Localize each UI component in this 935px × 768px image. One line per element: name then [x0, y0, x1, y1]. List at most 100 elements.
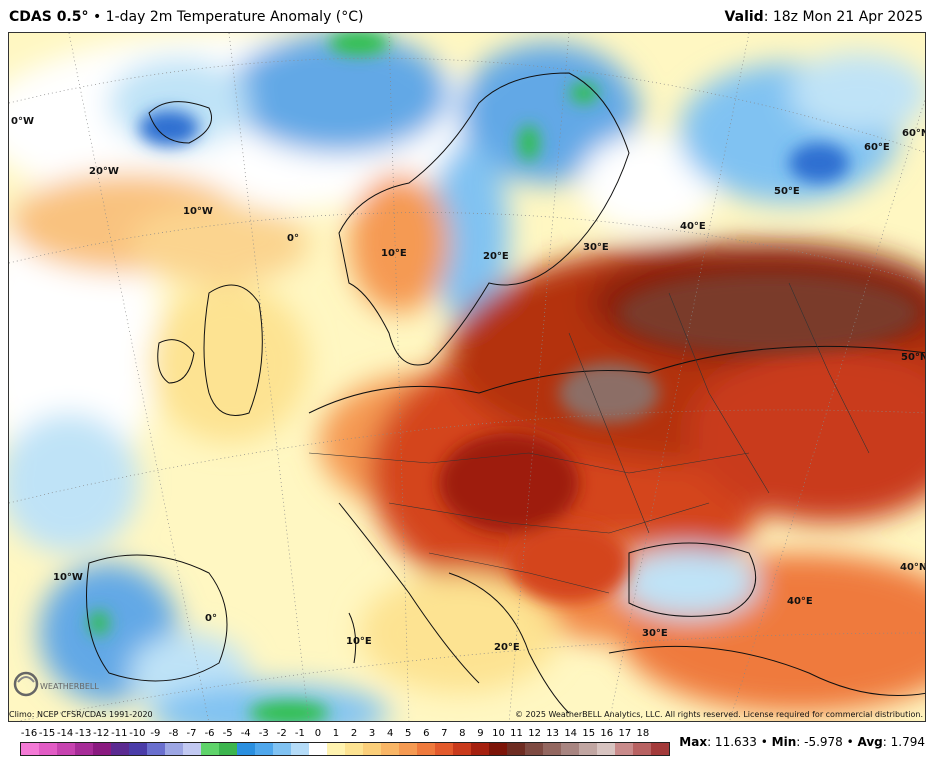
scale-swatch [615, 743, 633, 755]
scale-swatch [57, 743, 75, 755]
scale-swatch [525, 743, 543, 755]
lat-label: 50°N [901, 352, 926, 363]
scale-swatch [237, 743, 255, 755]
lon-label: 20°E [494, 642, 520, 653]
scale-swatch [363, 743, 381, 755]
scale-swatch [651, 743, 669, 755]
scale-label: -13 [75, 728, 92, 739]
anomaly-core [89, 33, 919, 721]
lon-label: 50°E [774, 186, 800, 197]
scale-swatch [75, 743, 93, 755]
scale-swatch [597, 743, 615, 755]
scale-bar [20, 742, 670, 756]
graticule [9, 33, 925, 721]
scale-label: -8 [168, 728, 179, 739]
scale-label: -11 [111, 728, 128, 739]
max-value: : 11.633 • [707, 735, 772, 749]
model-name: CDAS 0.5 [9, 9, 82, 25]
min-label: Min [771, 735, 797, 749]
scale-label: -5 [222, 728, 233, 739]
valid-time: Valid: 18z Mon 21 Apr 2025 [725, 9, 923, 25]
scale-label: 3 [368, 728, 376, 739]
lon-label: 40°E [787, 596, 813, 607]
scale-label: -16 [20, 728, 38, 739]
scale-swatch [165, 743, 183, 755]
header: CDAS 0.5° • 1-day 2m Temperature Anomaly… [0, 0, 935, 32]
scale-swatch [399, 743, 417, 755]
anomaly-map: 0°W 20°W 10°W 0° 10°E 20°E 30°E 40°E 50°… [8, 32, 926, 722]
title-rest: • 1-day 2m Temperature Anomaly (°C) [88, 9, 364, 25]
scale-label: -2 [276, 728, 287, 739]
graticule-labels: 0°W 20°W 10°W 0° 10°E 20°E 30°E 40°E 50°… [11, 116, 926, 653]
scale-swatch [435, 743, 453, 755]
scale-label: 18 [636, 728, 650, 739]
scale-swatch [291, 743, 309, 755]
scale-swatch [561, 743, 579, 755]
scale-label: 12 [528, 728, 541, 739]
lon-label: 0°W [11, 116, 34, 127]
lon-label: 40°E [680, 221, 706, 232]
scale-label: 2 [350, 728, 358, 739]
avg-value: : 1.794 [882, 735, 925, 749]
lon-label: 20°E [483, 251, 509, 262]
scale-label: -3 [258, 728, 269, 739]
scale-label: 9 [477, 728, 484, 739]
borders [308, 282, 870, 594]
scale-swatch [453, 743, 471, 755]
scale-swatch [219, 743, 237, 755]
scale-swatch [39, 743, 57, 755]
color-scale: -16 -15 -14 -13 -12 -11 -10 -9 -8 -7 -6 -5 -4 -3 -2 -1 0… [20, 728, 670, 768]
scale-label: 11 [510, 728, 523, 739]
scale-swatch [111, 743, 129, 755]
min-value: : -5.978 • [796, 735, 858, 749]
scale-swatch [633, 743, 651, 755]
scale-swatch [327, 743, 345, 755]
scale-label: 17 [618, 728, 632, 739]
valid-value: : 18z Mon 21 Apr 2025 [763, 9, 923, 25]
scale-swatch [417, 743, 435, 755]
scale-swatch [489, 743, 507, 755]
scale-swatch [579, 743, 597, 755]
map-svg: 0°W 20°W 10°W 0° 10°E 20°E 30°E 40°E 50°… [9, 33, 926, 721]
scale-swatch [507, 743, 525, 755]
scale-label: -1 [294, 728, 305, 739]
scale-swatch [147, 743, 165, 755]
lon-label: 30°E [642, 628, 668, 639]
logo-text: WEATHERBELL [40, 682, 99, 691]
scale-label: 14 [564, 728, 578, 739]
scale-label: 10 [492, 728, 505, 739]
lon-label: 20°W [89, 166, 119, 177]
avg-label: Avg [857, 735, 883, 749]
lon-label: 30°E [583, 242, 609, 253]
scale-swatch [183, 743, 201, 755]
lon-label: 0° [205, 613, 217, 624]
scale-swatch [21, 743, 39, 755]
scale-label: 4 [386, 728, 394, 739]
stats: Max: 11.633 • Min: -5.978 • Avg: 1.794 [679, 735, 925, 749]
scale-swatch [543, 743, 561, 755]
lon-label: 10°W [53, 572, 83, 583]
scale-label: -7 [186, 728, 197, 739]
scale-swatch [273, 743, 291, 755]
scale-label: 8 [459, 728, 466, 739]
map-title: CDAS 0.5° • 1-day 2m Temperature Anomaly… [9, 9, 364, 25]
weatherbell-logo: WEATHERBELL [13, 671, 99, 697]
scale-swatch [309, 743, 327, 755]
copyright-note: © 2025 WeatherBELL Analytics, LLC. All r… [515, 710, 923, 719]
scale-swatch [93, 743, 111, 755]
lon-label: 0° [287, 233, 299, 244]
scale-label: -10 [129, 728, 146, 739]
scale-label: -14 [56, 728, 74, 739]
scale-swatch [471, 743, 489, 755]
scale-labels: -16 -15 -14 -13 -12 -11 -10 -9 -8 -7 -6 -5 -4 -3 -2 -1 0… [20, 728, 670, 740]
scale-swatch [381, 743, 399, 755]
scale-swatch [255, 743, 273, 755]
model-degree: ° [81, 9, 89, 25]
scale-label: 0 [314, 728, 322, 739]
scale-label: 15 [582, 728, 596, 739]
scale-label: 16 [600, 728, 614, 739]
scale-label: -12 [93, 728, 110, 739]
lon-label: 60°E [864, 142, 890, 153]
scale-label: 1 [332, 728, 340, 739]
lat-label: 40°N [900, 562, 926, 573]
